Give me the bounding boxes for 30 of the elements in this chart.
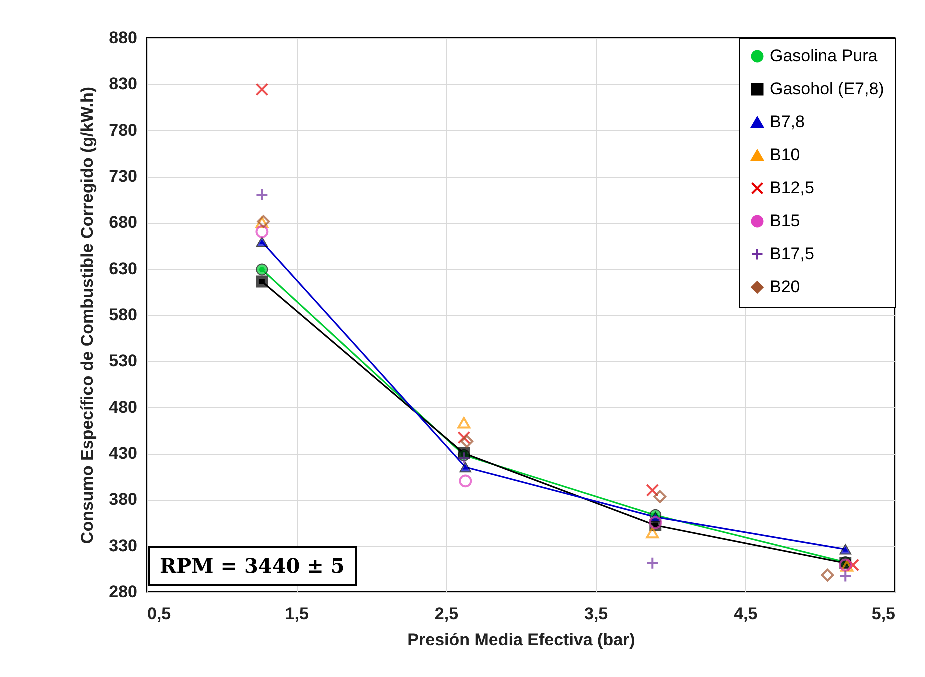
annotation: RPM = 3440 ± 5 [148,546,357,586]
y-tick-label: 630 [109,259,138,278]
x-tick-label: 4,5 [734,604,758,624]
x-axis-title: Presión Media Efectiva (bar) [408,630,636,650]
x-tick-label: 5,5 [872,604,896,624]
legend-label: B12,5 [770,178,814,198]
y-tick-label: 580 [109,306,138,324]
legend-label: B17,5 [770,244,814,264]
y-axis-title: Consumo Específico de Combustible Corregido (g/kW.h) [78,86,98,544]
legend-label: B20 [770,278,800,296]
legend-label: Gasolina Pura [770,46,878,66]
x-tick-label: 2,5 [434,604,459,624]
y-tick-label: 430 [109,444,138,463]
y-tick-label: 530 [109,352,138,371]
x-tick-label: 3,5 [584,604,608,624]
y-tick-label: 730 [109,167,138,186]
x-tick-label: 1,5 [285,604,309,624]
y-tick-label: 480 [109,398,138,417]
y-tick-label: 780 [109,120,138,140]
y-tick-label: 330 [109,536,138,556]
y-tick-label: 280 [109,582,138,602]
legend-label: Gasohol (E7,8) [770,80,884,98]
legend-label: B7,8 [770,112,805,132]
legend-label: B15 [770,212,800,230]
legend-label: B10 [770,146,800,164]
x-tick-label: 0,5 [148,604,172,624]
y-tick-label: 680 [109,213,138,232]
y-tick-label: 380 [109,490,138,510]
y-tick-label: 880 [109,28,138,48]
y-tick-label: 830 [109,74,138,94]
